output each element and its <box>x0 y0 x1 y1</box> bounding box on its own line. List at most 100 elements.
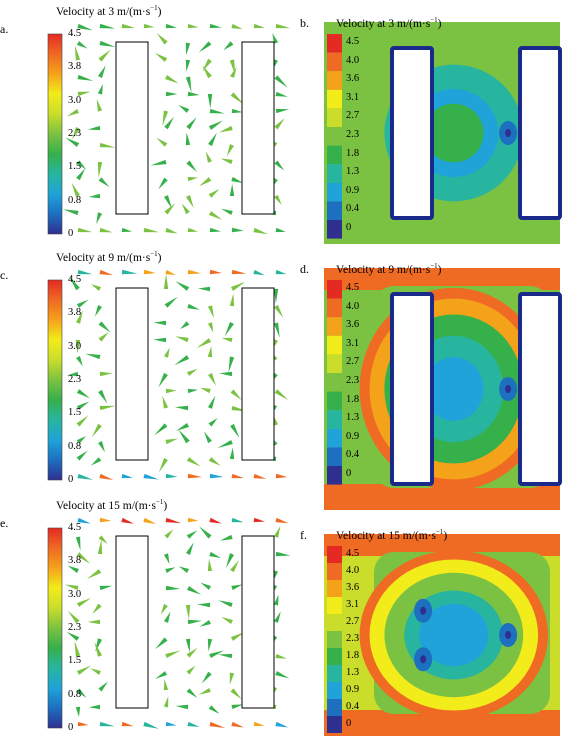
velocity-vector <box>186 530 198 539</box>
panel-a: a. 4.5 3.8 3.0 2.3 1.5 0.8 0 Velocity at 3 m/(m·… <box>0 4 291 248</box>
velocity-vector <box>153 337 167 343</box>
velocity-vector <box>207 93 213 109</box>
colorbar <box>47 33 63 235</box>
velocity-vector <box>143 517 157 524</box>
legend-swatch <box>327 89 342 109</box>
velocity-vector <box>165 567 176 574</box>
colorbar-tick: 0 <box>68 474 74 485</box>
legend-value: 1.3 <box>346 667 360 678</box>
velocity-vector <box>253 473 267 479</box>
velocity-vector <box>150 159 167 166</box>
velocity-vector <box>76 299 89 308</box>
velocity-vector <box>198 41 212 53</box>
velocity-vector <box>77 227 93 233</box>
legend-swatch <box>327 298 342 318</box>
legend-swatch <box>327 699 342 716</box>
velocity-vector <box>207 638 213 652</box>
velocity-vector <box>207 346 213 358</box>
velocity-vector <box>67 109 79 117</box>
legend-value: 3.6 <box>346 319 360 331</box>
velocity-vector <box>230 688 242 700</box>
velocity-vector <box>77 74 94 81</box>
velocity-vector <box>76 597 92 607</box>
velocity-vector <box>231 23 243 30</box>
velocity-vector <box>231 721 244 728</box>
legend-swatch <box>327 52 342 72</box>
velocity-vector <box>165 650 181 659</box>
legend-swatch <box>327 563 342 580</box>
velocity-vector <box>199 619 211 627</box>
velocity-vector <box>230 632 245 641</box>
velocity-vector <box>207 558 213 572</box>
velocity-vector <box>165 517 182 524</box>
legend-value: 4.5 <box>346 548 360 559</box>
velocity-vector <box>76 160 87 170</box>
velocity-vector <box>143 23 155 29</box>
velocity-vector <box>85 353 101 360</box>
panel-title: Velocity at 3 m/(m·s−1) <box>336 16 442 30</box>
velocity-vector <box>231 517 244 523</box>
panel-d: d. 4.5 4.0 3.6 3.1 2.7 2.3 1.8 1.3 0.9 0.4 0 Velocit… <box>300 262 562 514</box>
velocity-vector <box>175 704 189 710</box>
velocity-vector <box>274 304 284 318</box>
velocity-vector <box>208 132 217 147</box>
building-outline <box>241 41 275 215</box>
velocity-vector <box>64 584 79 591</box>
velocity-vector <box>186 647 198 658</box>
velocity-vector <box>69 276 80 291</box>
velocity-vector <box>158 457 168 473</box>
velocity-vector <box>208 211 223 220</box>
legend-swatch <box>327 682 342 699</box>
velocity-vector <box>208 372 217 386</box>
velocity-vector <box>231 176 244 184</box>
velocity-vector <box>187 91 200 97</box>
panel-label: f. <box>300 528 307 542</box>
velocity-vector <box>121 227 133 233</box>
velocity-vector <box>76 435 87 444</box>
colorbar-tick: 3.0 <box>68 340 82 352</box>
velocity-vector <box>94 641 103 657</box>
velocity-vector <box>229 183 235 197</box>
building-outline <box>390 292 434 486</box>
velocity-vector <box>229 293 235 307</box>
velocity-vector <box>200 387 211 394</box>
velocity-vector <box>143 721 159 729</box>
velocity-vector <box>92 603 102 615</box>
velocity-vector <box>99 23 116 29</box>
velocity-vector <box>174 355 190 366</box>
velocity-vector <box>121 473 133 479</box>
velocity-vector <box>275 91 288 97</box>
velocity-vector <box>218 125 233 133</box>
velocity-vector <box>186 542 194 555</box>
velocity-vector <box>253 269 265 276</box>
velocity-vector <box>274 160 285 171</box>
panel-c: c. 4.5 3.8 3.0 2.3 1.5 0.8 0 Velocity at 9 m/(m·… <box>0 250 289 494</box>
colorbar-tick: 3.0 <box>68 94 82 106</box>
velocity-vector <box>199 526 212 539</box>
panel-b: b. 4.5 4.0 3.6 3.1 2.7 2.3 1.8 1.3 0.9 0.4 0 Velocit… <box>300 16 562 248</box>
velocity-vector <box>71 182 80 197</box>
legend-swatch <box>327 280 342 299</box>
velocity-vector <box>99 473 114 481</box>
velocity-vector <box>275 473 288 479</box>
velocity-vector <box>208 188 220 198</box>
velocity-vector <box>99 227 113 233</box>
colorbar-tick: 0 <box>68 228 74 239</box>
velocity-vector <box>219 534 233 541</box>
legend-swatch <box>327 391 342 411</box>
velocity-vector <box>77 517 91 524</box>
velocity-vector <box>273 594 279 606</box>
velocity-vector <box>187 269 202 275</box>
velocity-vector <box>143 269 156 275</box>
velocity-vector <box>163 553 170 565</box>
velocity-vector <box>98 535 108 544</box>
panel-label: c. <box>0 268 9 282</box>
velocity-vector <box>231 108 243 114</box>
legend-value: 0.4 <box>346 701 360 712</box>
legend-swatch <box>327 354 342 373</box>
velocity-vector <box>274 389 289 401</box>
colorbar-tick: 0.8 <box>68 194 82 206</box>
velocity-vector <box>121 23 135 29</box>
contour-region <box>424 103 484 163</box>
velocity-vector <box>143 473 159 480</box>
